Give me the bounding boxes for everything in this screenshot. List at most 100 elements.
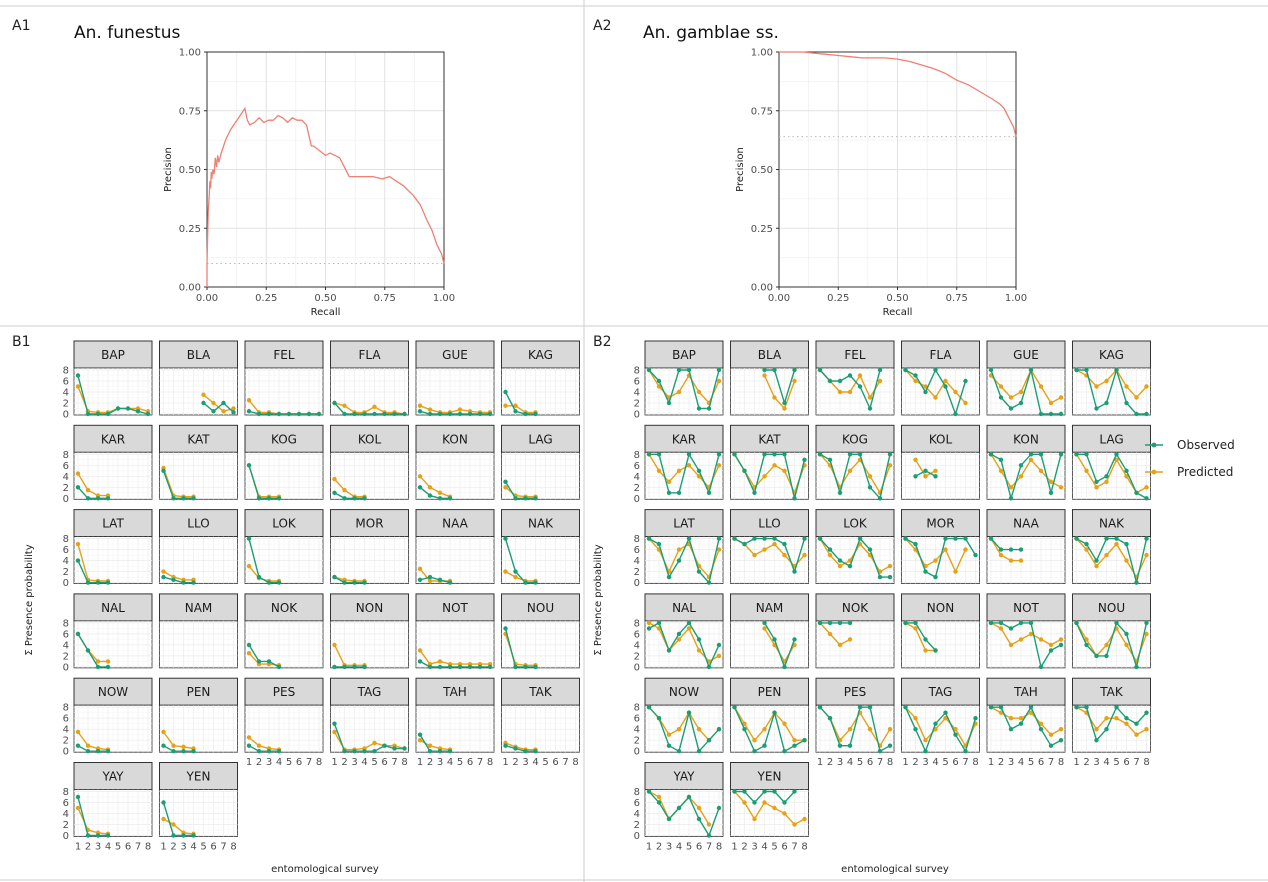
observed-line bbox=[334, 492, 365, 499]
observed-point bbox=[923, 468, 928, 473]
predicted-point bbox=[75, 471, 81, 476]
observed-point bbox=[1084, 452, 1089, 457]
facet-strip-label: KON bbox=[442, 432, 468, 446]
observed-point bbox=[686, 452, 692, 457]
y-tick-label: 4 bbox=[634, 556, 640, 567]
predicted-point bbox=[706, 822, 712, 827]
facet-strip bbox=[415, 677, 495, 706]
facet-strip-label: NAK bbox=[1099, 517, 1125, 531]
observed-point bbox=[316, 411, 322, 417]
panel-label-b2: B2 bbox=[593, 334, 612, 350]
predicted-point bbox=[417, 738, 423, 743]
facet-strip-label: TAH bbox=[1013, 685, 1038, 699]
predicted-point bbox=[75, 805, 81, 811]
observed-point bbox=[362, 496, 367, 501]
facet-mor: MOR bbox=[901, 509, 980, 584]
facet-strip-label: KOL bbox=[929, 432, 953, 446]
observed-point bbox=[988, 367, 994, 373]
pr-curve bbox=[779, 51, 1017, 137]
facet-strip-label: BLA bbox=[187, 348, 211, 362]
x-tick-label: 5 bbox=[686, 842, 692, 853]
facet-strip-label: FLA bbox=[929, 348, 952, 362]
x-tick-label: 1.00 bbox=[1005, 293, 1027, 304]
x-tick-label: 6 bbox=[296, 757, 302, 768]
predicted-point bbox=[1094, 727, 1099, 732]
observed-point bbox=[342, 580, 347, 585]
facet-strip bbox=[986, 340, 1066, 369]
y-tick-label: 0 bbox=[63, 578, 69, 589]
observed-point bbox=[417, 732, 423, 737]
observed-point bbox=[742, 727, 747, 732]
observed-point bbox=[716, 367, 722, 373]
predicted-point bbox=[762, 727, 767, 732]
observed-point bbox=[732, 705, 737, 710]
observed-point bbox=[867, 705, 873, 710]
predicted-point bbox=[782, 468, 787, 473]
observed-point bbox=[742, 468, 747, 473]
x-tick-label: 2 bbox=[170, 842, 176, 853]
facet-strip-label: NAL bbox=[672, 601, 696, 615]
observed-point bbox=[1038, 411, 1044, 417]
predicted-point bbox=[1124, 642, 1129, 648]
predicted-point bbox=[666, 479, 672, 484]
y-tick-label: 0 bbox=[63, 747, 69, 758]
observed-point bbox=[762, 367, 767, 373]
observed-point bbox=[676, 490, 682, 495]
observed-point bbox=[75, 794, 81, 800]
observed-point bbox=[115, 406, 121, 411]
x-tick-label: 4 bbox=[1103, 757, 1109, 768]
predicted-point bbox=[1094, 485, 1099, 490]
observed-point bbox=[171, 833, 176, 838]
predicted-point bbox=[716, 463, 722, 468]
y-tick-label: 0 bbox=[63, 662, 69, 673]
facet-strip-label: KAR bbox=[672, 432, 696, 446]
predicted-point bbox=[1144, 631, 1149, 637]
y-tick-label: 6 bbox=[63, 798, 69, 809]
x-tick-label: 6 bbox=[1038, 757, 1044, 768]
y-tick-label: 0 bbox=[634, 747, 640, 758]
observed-point bbox=[706, 580, 712, 585]
facet-strip-label: NOU bbox=[1098, 601, 1125, 615]
facet-strip bbox=[73, 762, 153, 790]
predicted-point bbox=[676, 468, 682, 473]
predicted-line bbox=[505, 405, 536, 414]
legend-item-predicted: Predicted bbox=[1145, 465, 1233, 479]
facet-strip-label: LAT bbox=[102, 517, 124, 531]
observed-line bbox=[819, 706, 891, 753]
observed-point bbox=[362, 411, 367, 417]
x-tick-label: 1 bbox=[646, 842, 652, 853]
facet-tah: TAH bbox=[986, 677, 1066, 753]
predicted-point bbox=[772, 395, 777, 400]
observed-point bbox=[1008, 547, 1014, 552]
predicted-point bbox=[1058, 395, 1064, 400]
facet-strip bbox=[330, 593, 409, 622]
facet-lag: LAG bbox=[1072, 424, 1151, 501]
plot-border bbox=[778, 51, 1017, 288]
facet-strip bbox=[644, 340, 724, 369]
facet-strip-label: NAK bbox=[528, 517, 554, 531]
predicted-line bbox=[648, 453, 720, 489]
facet-strip bbox=[244, 340, 324, 369]
observed-point bbox=[762, 743, 767, 748]
predicted-line bbox=[77, 473, 108, 497]
x-tick-label: 7 bbox=[562, 757, 568, 768]
observed-point bbox=[362, 664, 367, 670]
predicted-point bbox=[1008, 395, 1014, 400]
predicted-line bbox=[505, 486, 536, 498]
observed-point bbox=[998, 457, 1004, 462]
x-tick-label: 4 bbox=[1018, 757, 1024, 768]
predicted-point bbox=[666, 732, 672, 737]
facet-lag: LAG bbox=[501, 424, 580, 501]
observed-line bbox=[334, 576, 365, 584]
observed-point bbox=[181, 496, 186, 501]
observed-point bbox=[352, 749, 357, 754]
y-tick-label: 4 bbox=[63, 388, 69, 399]
observed-point bbox=[1144, 536, 1149, 541]
y-axis-label: Σ Presence probability bbox=[24, 544, 35, 655]
observed-point bbox=[676, 558, 682, 563]
observed-point bbox=[1074, 705, 1079, 710]
observed-point bbox=[1144, 496, 1149, 501]
observed-point bbox=[447, 580, 453, 585]
